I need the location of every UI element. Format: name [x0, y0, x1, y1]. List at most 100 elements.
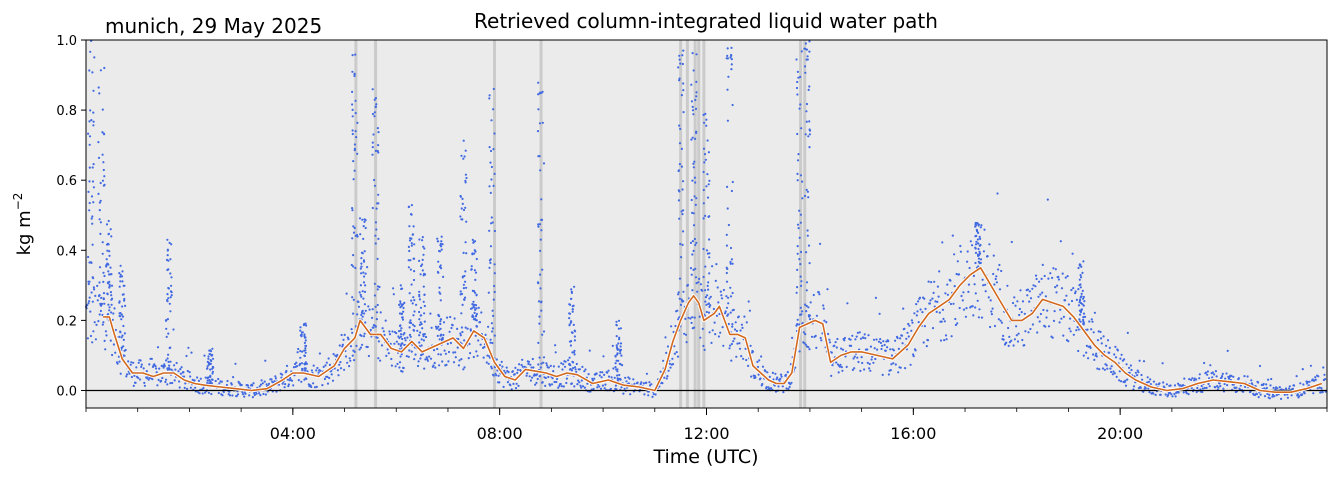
data-point [833, 344, 836, 347]
data-point [351, 129, 354, 132]
data-point [980, 224, 983, 227]
data-point [339, 361, 342, 364]
data-point [1129, 364, 1132, 367]
data-point [438, 315, 441, 318]
data-point [719, 290, 722, 293]
data-point [971, 244, 974, 247]
data-point [1255, 393, 1258, 396]
data-point [1126, 378, 1129, 381]
data-point [419, 273, 422, 276]
data-point [489, 161, 492, 164]
data-point [1080, 308, 1083, 311]
data-point [726, 267, 729, 271]
data-point [299, 362, 302, 365]
data-point [488, 97, 491, 100]
data-point [301, 368, 304, 371]
data-point [976, 222, 979, 225]
data-point [1081, 271, 1084, 274]
data-point [684, 317, 687, 320]
data-point [540, 309, 543, 312]
data-point [702, 217, 705, 220]
data-point [694, 203, 697, 206]
data-point [695, 53, 698, 56]
data-point [540, 229, 543, 232]
data-point [868, 362, 871, 366]
data-point [351, 237, 354, 240]
data-point [1108, 346, 1111, 349]
data-point [705, 249, 709, 252]
data-point [402, 310, 405, 313]
data-point [361, 218, 364, 221]
data-point [568, 356, 571, 359]
data-point [134, 381, 137, 384]
data-point [538, 223, 542, 226]
data-point [695, 91, 698, 94]
data-point [137, 376, 140, 379]
data-point [304, 349, 307, 352]
data-point [707, 288, 710, 291]
data-point [903, 327, 906, 330]
data-point [862, 336, 865, 339]
data-point [401, 318, 405, 321]
data-point [989, 299, 992, 302]
data-point [598, 374, 601, 377]
data-point [331, 379, 335, 382]
data-point [573, 339, 577, 342]
data-point [807, 88, 810, 91]
data-point [491, 341, 494, 345]
data-point [567, 359, 570, 362]
data-point [1165, 383, 1168, 386]
data-point [377, 202, 380, 205]
data-point [304, 362, 307, 365]
data-point [790, 381, 793, 384]
data-point [421, 239, 424, 242]
data-point [518, 363, 521, 366]
data-point [352, 178, 355, 181]
data-point [806, 58, 809, 61]
data-point [795, 291, 798, 294]
data-point [371, 206, 374, 210]
data-point [464, 179, 467, 182]
data-point [371, 88, 374, 91]
data-point [111, 297, 114, 300]
x-axis-label: Time (UTC) [652, 446, 758, 468]
data-point [209, 375, 212, 379]
data-point [1101, 367, 1105, 370]
data-point [619, 345, 622, 348]
data-point [1015, 334, 1018, 337]
data-point [463, 366, 466, 369]
data-point [352, 225, 355, 228]
data-point [568, 303, 571, 306]
data-point [682, 111, 685, 114]
data-point [861, 361, 864, 365]
data-point [119, 372, 122, 375]
data-point [451, 324, 454, 327]
data-point [343, 333, 346, 336]
data-point [143, 381, 146, 384]
data-point [608, 375, 611, 378]
data-point [804, 303, 807, 306]
data-point [1173, 384, 1177, 387]
data-point [577, 379, 580, 382]
data-point [473, 240, 476, 243]
data-point [1043, 274, 1046, 278]
data-point [938, 270, 941, 273]
data-point [492, 298, 495, 301]
data-point [361, 310, 364, 313]
data-point [482, 356, 485, 359]
data-point [956, 260, 959, 263]
data-point [118, 285, 121, 288]
data-point [302, 323, 305, 327]
data-point [569, 321, 573, 324]
data-point [363, 303, 366, 306]
data-point [371, 326, 374, 329]
data-point [796, 179, 799, 182]
data-point [97, 141, 100, 144]
data-point [1319, 391, 1322, 394]
data-point [603, 373, 606, 376]
data-point [351, 90, 354, 93]
data-point [103, 175, 106, 178]
data-point [682, 290, 685, 293]
data-point [214, 379, 217, 383]
data-point [172, 328, 175, 331]
